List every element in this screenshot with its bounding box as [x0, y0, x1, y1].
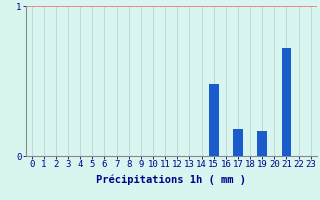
Bar — [233, 129, 243, 156]
Bar — [257, 130, 267, 156]
X-axis label: Précipitations 1h ( mm ): Précipitations 1h ( mm ) — [96, 175, 246, 185]
Bar — [282, 48, 291, 156]
Bar — [209, 84, 219, 156]
